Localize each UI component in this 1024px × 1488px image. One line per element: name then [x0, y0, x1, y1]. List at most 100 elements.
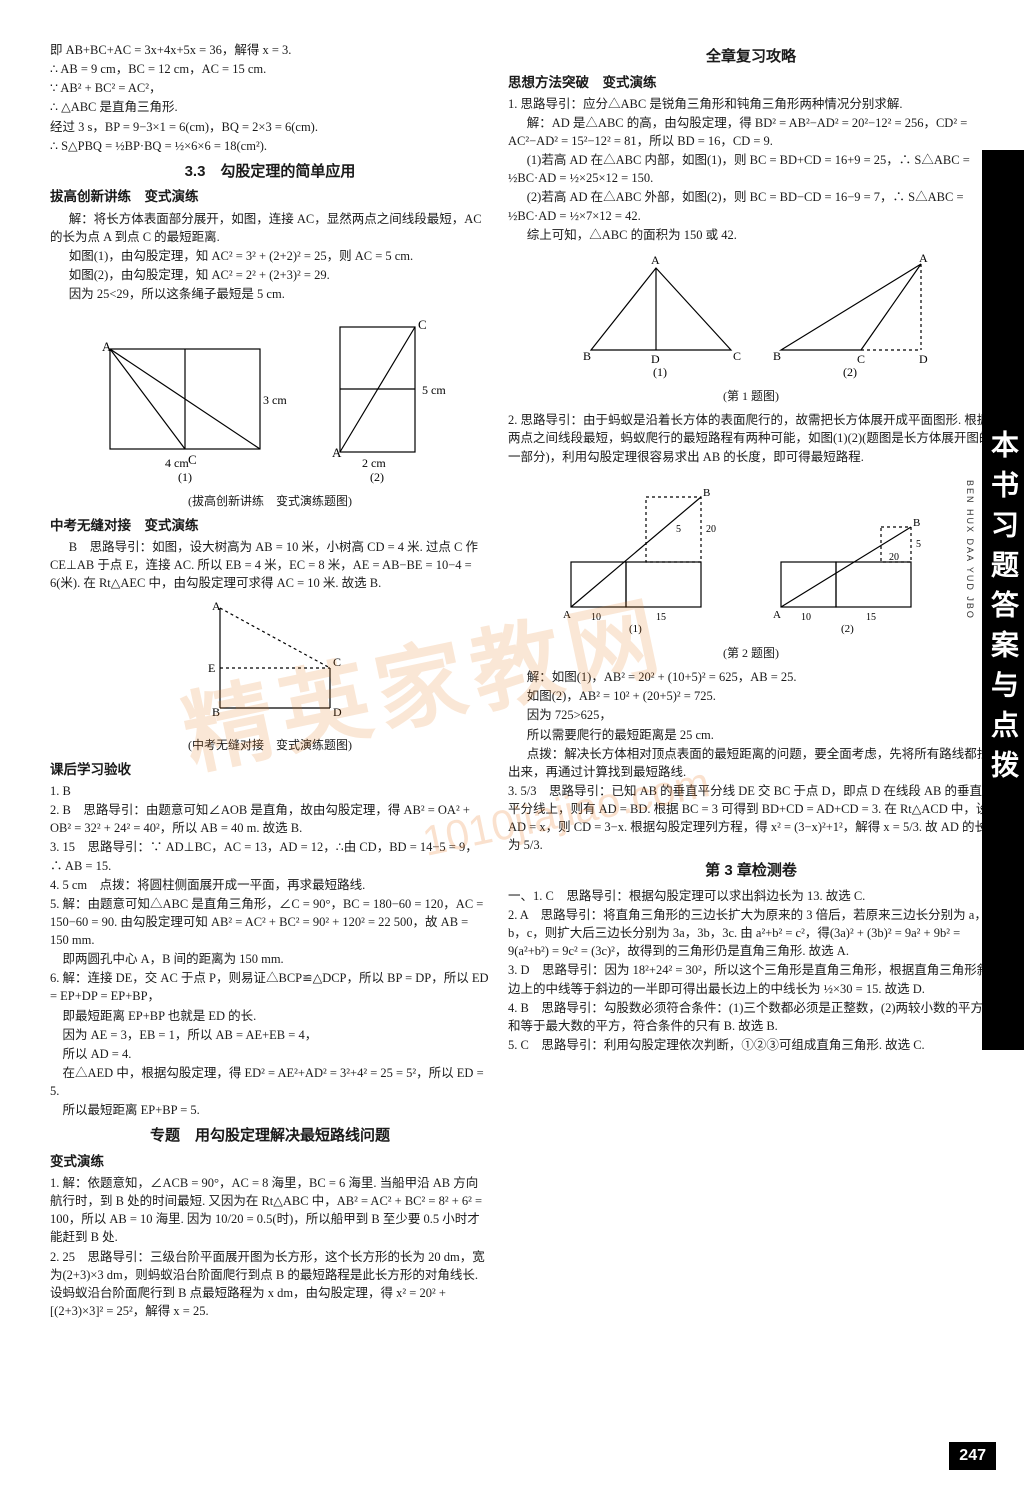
- q2b-line: 所以需要爬行的最短距离是 25 cm.: [508, 726, 994, 744]
- khxs-line: 1. B: [50, 782, 490, 800]
- svg-text:C: C: [333, 655, 341, 669]
- svg-text:E: E: [208, 661, 215, 675]
- q1-line: (1)若高 AD 在△ABC 内部，如图(1)，则 BC = BD+CD = 1…: [508, 151, 994, 187]
- zk-line: B 思路导引：如图，设大树高为 AB = 10 米，小树高 CD = 4 米. …: [50, 538, 490, 592]
- zt-line: 2. 25 思路导引：三级台阶平面展开图为长方形，这个长方形的长为 20 dm，…: [50, 1248, 490, 1321]
- zt-line: 1. 解：依题意知，∠ACB = 90°，AC = 8 海里，BC = 6 海里…: [50, 1174, 490, 1247]
- svg-text:20: 20: [706, 524, 716, 535]
- svg-text:A: A: [102, 339, 112, 354]
- svg-text:5 cm: 5 cm: [422, 383, 446, 397]
- sol33-line: 如图(1)，由勾股定理，知 AC² = 3² + (2+2)² = 25，则 A…: [50, 247, 490, 265]
- svg-text:5: 5: [916, 539, 921, 550]
- section-test-title: 第 3 章检测卷: [508, 860, 994, 883]
- svg-text:A: A: [563, 609, 571, 621]
- svg-text:4 cm: 4 cm: [165, 456, 189, 470]
- section-33-sub3: 课后学习验收: [50, 760, 490, 780]
- test-line: 2. A 思路导引：将直角三角形的三边长扩大为原来的 3 倍后，若原来三边长分别…: [508, 906, 994, 960]
- intro-line: ∵ AB² + BC² = AC²，: [50, 79, 490, 97]
- khxs-line: 2. B 思路导引：由题意可知∠AOB 是直角，故由勾股定理，得 AB² = O…: [50, 801, 490, 837]
- left-column: 即 AB+BC+AC = 3x+4x+5x = 36，解得 x = 3. ∴ A…: [50, 40, 490, 1468]
- svg-text:(2): (2): [843, 365, 857, 379]
- figure-zk: A B C D E (中考无缝对接 变式演练题图): [50, 598, 490, 754]
- svg-text:A: A: [919, 251, 928, 265]
- svg-text:C: C: [188, 452, 197, 467]
- khxs-line: 即最短距离 EP+BP 也就是 ED 的长.: [50, 1007, 490, 1025]
- sol33-line: 解：将长方体表面部分展开，如图，连接 AC，显然两点之间线段最短，AC 的长为点…: [50, 210, 490, 246]
- svg-text:D: D: [651, 352, 660, 366]
- svg-text:C: C: [418, 317, 427, 332]
- sidebar-title-vertical: 本书习题答案与点拨: [982, 150, 1024, 1050]
- svg-text:2 cm: 2 cm: [362, 456, 386, 470]
- fig-zk-caption: (中考无缝对接 变式演练题图): [50, 736, 490, 754]
- intro-line: 经过 3 s，BP = 9−3×1 = 6(cm)，BQ = 2×3 = 6(c…: [50, 118, 490, 136]
- svg-text:20: 20: [889, 552, 899, 563]
- section-zt-title: 专题 用勾股定理解决最短路线问题: [50, 1125, 490, 1148]
- test-line: 5. C 思路导引：利用勾股定理依次判断，①②③可组成直角三角形. 故选 C.: [508, 1036, 994, 1054]
- svg-text:A: A: [651, 253, 660, 267]
- q2b-line: 因为 725>625，: [508, 706, 994, 724]
- q1-line: 1. 思路导引：应分△ABC 是锐角三角形和钝角三角形两种情况分别求解.: [508, 95, 994, 113]
- svg-text:(1): (1): [653, 365, 667, 379]
- sol33-line: 因为 25<29，所以这条绳子最短是 5 cm.: [50, 285, 490, 303]
- q2b-line: 解：如图(1)，AB² = 20² + (10+5)² = 625，AB = 2…: [508, 668, 994, 686]
- section-zt-sub: 变式演练: [50, 1152, 490, 1172]
- svg-text:C: C: [733, 349, 741, 363]
- section-33-title: 3.3 勾股定理的简单应用: [50, 161, 490, 184]
- khxs-line: 在△AED 中，根据勾股定理，得 ED² = AE²+AD² = 3²+4² =…: [50, 1064, 490, 1100]
- svg-text:A: A: [773, 609, 781, 621]
- q1-line: 解：AD 是△ABC 的高，由勾股定理，得 BD² = AB²−AD² = 20…: [508, 114, 994, 150]
- q1-line: 综上可知，△ABC 的面积为 150 或 42.: [508, 226, 994, 244]
- svg-text:C: C: [857, 352, 865, 366]
- svg-text:D: D: [919, 352, 928, 366]
- svg-text:10: 10: [591, 612, 601, 623]
- svg-text:10: 10: [801, 612, 811, 623]
- khxs-line: 3. 15 思路导引：∵ AD⊥BC，AC = 13，AD = 12，∴由 CD…: [50, 838, 490, 874]
- svg-text:B: B: [773, 349, 781, 363]
- khxs-line: 即两圆孔中心 A，B 间的距离为 150 mm.: [50, 950, 490, 968]
- svg-text:D: D: [333, 705, 342, 719]
- section-33-sub2: 中考无缝对接 变式演练: [50, 516, 490, 536]
- right-column: 全章复习攻略 思想方法突破 变式演练 1. 思路导引：应分△ABC 是锐角三角形…: [508, 40, 994, 1468]
- fig33-caption: (拔高创新讲练 变式演练题图): [50, 492, 490, 510]
- figure-33: A C 3 cm 4 cm (1) A C 5 cm 2 cm (2) (拔高创…: [50, 309, 490, 510]
- intro-line: 即 AB+BC+AC = 3x+4x+5x = 36，解得 x = 3.: [50, 41, 490, 59]
- svg-text:B: B: [212, 705, 220, 719]
- sol33-line: 如图(2)，由勾股定理，知 AC² = 2² + (2+3)² = 29.: [50, 266, 490, 284]
- test-line: 4. B 思路导引：勾股数必须符合条件：(1)三个数都必须是正整数，(2)两较小…: [508, 999, 994, 1035]
- fig2-caption: (第 2 题图): [508, 644, 994, 662]
- svg-text:(2): (2): [841, 623, 854, 635]
- q2-line: 2. 思路导引：由于蚂蚁是沿着长方体的表面爬行的，故需把长方体展开成平面图形. …: [508, 411, 994, 465]
- qz-title: 全章复习攻略: [508, 46, 994, 69]
- svg-text:B: B: [583, 349, 591, 363]
- intro-line: ∴ AB = 9 cm，BC = 12 cm，AC = 15 cm.: [50, 60, 490, 78]
- test-line: 3. D 思路导引：因为 18²+24² = 30²，所以这个三角形是直角三角形…: [508, 961, 994, 997]
- intro-line: ∴ △ABC 是直角三角形.: [50, 98, 490, 116]
- test-line: 一、1. C 思路导引：根据勾股定理可以求出斜边长为 13. 故选 C.: [508, 887, 994, 905]
- section-33-sub1: 拔高创新讲练 变式演练: [50, 187, 490, 207]
- qz-sub1: 思想方法突破 变式演练: [508, 73, 994, 93]
- khxs-line: 所以 AD = 4.: [50, 1045, 490, 1063]
- q2b-line: 如图(2)，AB² = 10² + (20+5)² = 725.: [508, 687, 994, 705]
- khxs-line: 所以最短距离 EP+BP = 5.: [50, 1101, 490, 1119]
- q2b-line: 点拨：解决长方体相对顶点表面的最短距离的问题，要全面考虑，先将所有路线都找出来，…: [508, 745, 994, 781]
- fig1-caption: (第 1 题图): [508, 387, 994, 405]
- khxs-line: 5. 解：由题意可知△ABC 是直角三角形，∠C = 90°，BC = 180−…: [50, 895, 490, 949]
- svg-text:(1): (1): [629, 623, 642, 635]
- khxs-line: 6. 解：连接 DE，交 AC 于点 P，则易证△BCP≌△DCP，所以 BP …: [50, 969, 490, 1005]
- figure-q2: A B 10 15 20 5 (1) A B 10 15 5 20 (2) (第…: [508, 472, 994, 663]
- svg-text:B: B: [913, 517, 920, 529]
- svg-text:3 cm: 3 cm: [263, 393, 287, 407]
- svg-text:5: 5: [676, 524, 681, 535]
- intro-line: ∴ S△PBQ = ½BP·BQ = ½×6×6 = 18(cm²).: [50, 137, 490, 155]
- khxs-line: 4. 5 cm 点拨：将圆柱侧面展开成一平面，再求最短路线.: [50, 876, 490, 894]
- svg-text:A: A: [332, 445, 342, 460]
- q1-line: (2)若高 AD 在△ABC 外部，如图(2)，则 BC = BD−CD = 1…: [508, 188, 994, 224]
- q3-line: 3. 5/3 思路导引：已知 AB 的垂直平分线 DE 交 BC 于点 D，即点…: [508, 782, 994, 855]
- svg-text:15: 15: [866, 612, 876, 623]
- svg-text:A: A: [212, 599, 221, 613]
- svg-text:(1): (1): [178, 470, 192, 484]
- svg-text:15: 15: [656, 612, 666, 623]
- sidebar-en-vertical: BEN HUX DAA YUD JBO: [963, 480, 977, 620]
- figure-q1: A B C D (1) A B C D (2) (第 1 题图): [508, 250, 994, 406]
- svg-text:B: B: [703, 487, 710, 499]
